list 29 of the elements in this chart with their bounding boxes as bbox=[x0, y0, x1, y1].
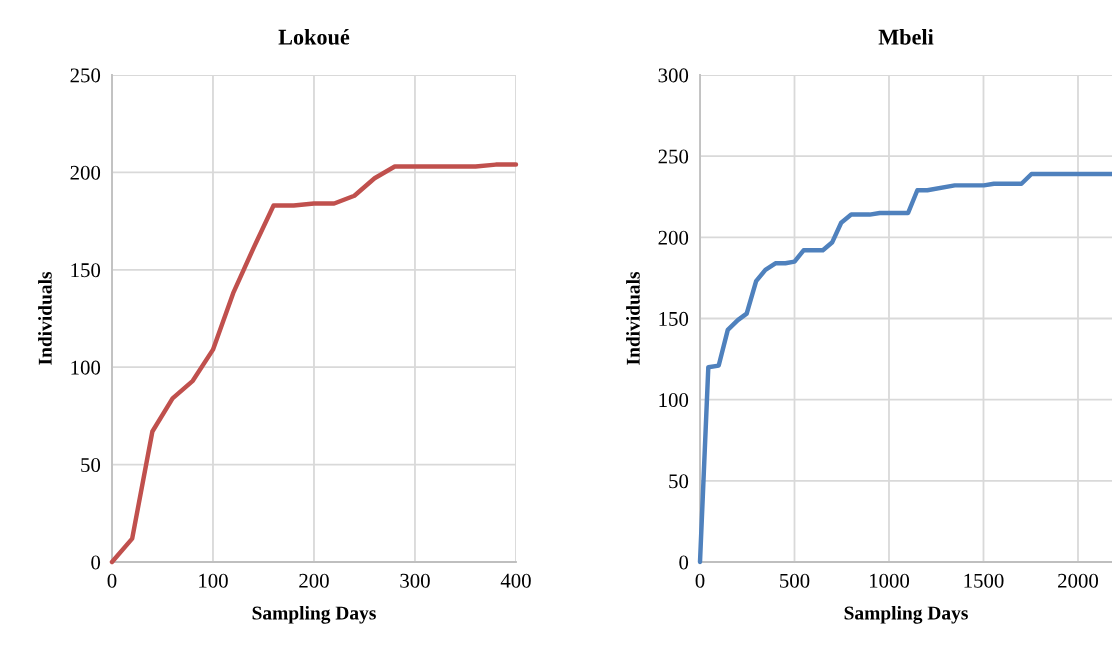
x-tick-label: 0 bbox=[695, 573, 705, 588]
y-tick-label: 50 bbox=[81, 457, 101, 473]
x-tick-label: 500 bbox=[780, 573, 810, 588]
y-tick-label: 100 bbox=[659, 393, 689, 408]
x-tick-label: 0 bbox=[107, 573, 117, 588]
x-tick-label: 1000 bbox=[869, 573, 910, 588]
y-tick-label: 200 bbox=[70, 165, 101, 180]
x-tick-label: 300 bbox=[400, 573, 430, 588]
y-axis-title: Individuals bbox=[38, 271, 52, 365]
y-tick-label: 300 bbox=[658, 68, 689, 83]
y-tick-label: 0 bbox=[91, 555, 101, 570]
y-tick-label: 150 bbox=[659, 311, 689, 326]
x-tick-label: 2000 bbox=[1058, 573, 1099, 588]
y-tick-label: 0 bbox=[679, 555, 689, 570]
x-tick-label: 200 bbox=[299, 573, 329, 588]
y-axis-title: Individuals bbox=[626, 271, 640, 365]
chart-title: Lokoué bbox=[278, 28, 350, 45]
x-axis-title: Sampling Days bbox=[844, 605, 968, 624]
y-tick-label: 250 bbox=[70, 68, 101, 83]
x-tick-label: 100 bbox=[199, 573, 228, 588]
y-tick-label: 200 bbox=[658, 230, 689, 245]
x-tick-label: 1500 bbox=[964, 573, 1004, 588]
y-tick-label: 250 bbox=[658, 149, 689, 164]
y-tick-label: 150 bbox=[71, 263, 101, 278]
x-tick-label: 400 bbox=[500, 573, 531, 588]
y-tick-label: 100 bbox=[71, 360, 101, 375]
chart-title: Mbeli bbox=[878, 29, 934, 45]
y-tick-label: 50 bbox=[669, 474, 689, 489]
x-axis-title: Sampling Days bbox=[252, 605, 376, 624]
